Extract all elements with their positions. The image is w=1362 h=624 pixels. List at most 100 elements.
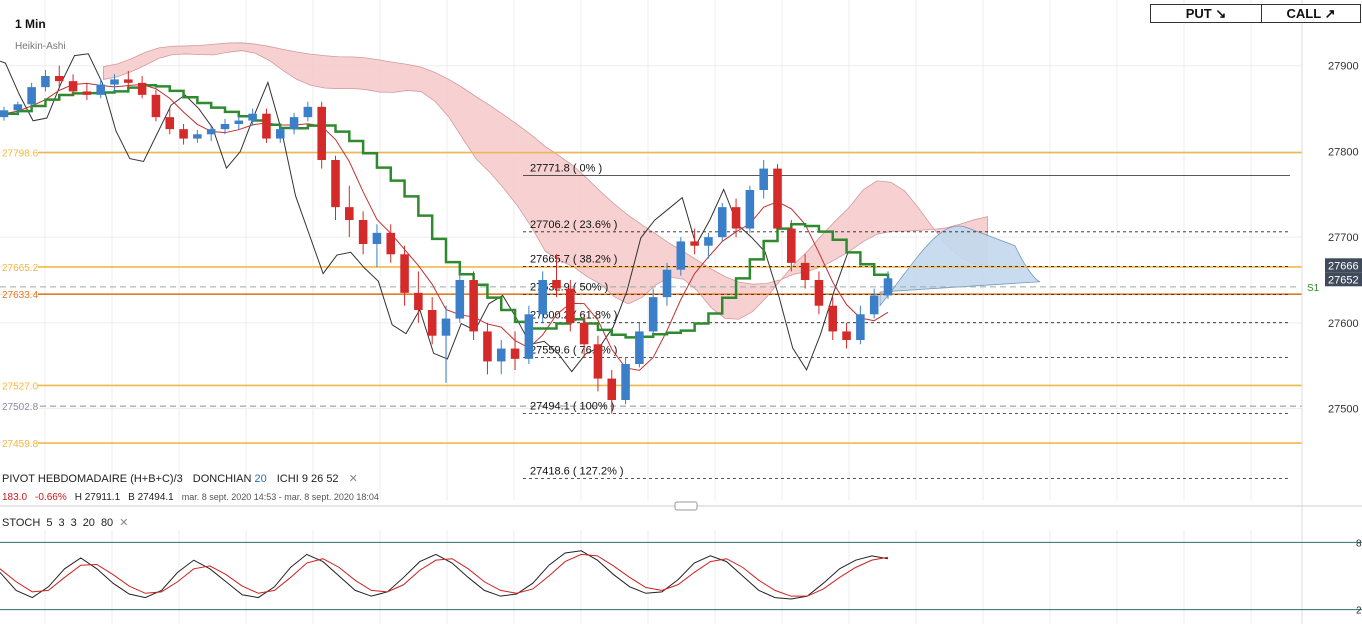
candle-body xyxy=(731,207,741,229)
stoch-name: STOCH xyxy=(2,516,41,529)
candle-body xyxy=(427,310,437,336)
candle-body xyxy=(579,322,589,345)
price-tick: 27800 xyxy=(1328,146,1359,158)
pivot-label-bg xyxy=(0,436,38,451)
candle-body xyxy=(289,117,299,130)
stoch-param-5: 80 xyxy=(100,516,114,529)
put-button[interactable]: PUT ↘ xyxy=(1150,4,1262,23)
candle-body xyxy=(41,76,50,88)
candle-body xyxy=(621,364,630,400)
candle-body xyxy=(400,254,409,293)
candle-body xyxy=(773,168,782,229)
pivot-label-bg xyxy=(0,378,38,393)
price-tick: 27500 xyxy=(1328,404,1359,416)
ichi-name: ICHI xyxy=(276,472,299,485)
candle-body xyxy=(704,237,713,246)
candle-body xyxy=(842,331,851,340)
pivot-label: 27633.4 xyxy=(2,290,39,301)
s1-label: S1 xyxy=(1307,283,1320,294)
fib-label: 27418.6 ( 127.2% ) xyxy=(530,465,624,477)
fib-label: 27771.8 ( 0% ) xyxy=(530,163,602,175)
candle-body xyxy=(787,228,796,263)
stoch-legend[interactable]: STOCH 5 3 3 20 80 ✕ xyxy=(2,516,129,530)
candle-body xyxy=(386,232,396,255)
resize-handle xyxy=(674,501,698,511)
candle-body xyxy=(193,134,202,139)
timeframe-label[interactable]: 1 Min xyxy=(15,17,46,31)
candle-body xyxy=(717,207,727,238)
candle-body xyxy=(124,79,133,83)
stoch-param-1: 5 xyxy=(46,516,53,529)
candle-body xyxy=(248,113,257,121)
chart-style-label[interactable]: Heikin-Ashi xyxy=(15,41,66,52)
high-value: H 27911.1 xyxy=(74,492,121,503)
ichi-param-3: 52 xyxy=(326,472,339,485)
donchian-indicator[interactable]: DONCHIAN 20 xyxy=(193,473,267,485)
pivot-label-bg xyxy=(0,259,38,274)
stoch-param-2: 3 xyxy=(58,516,65,529)
indicator-legend: PIVOT HEBDOMADAIRE (H+B+C)/3 DONCHIAN 20… xyxy=(2,472,358,486)
candle-body xyxy=(635,331,644,364)
candle-body xyxy=(165,117,175,130)
candle-body xyxy=(662,269,672,298)
pivot-label: 27527.0 xyxy=(2,381,39,392)
candle-body xyxy=(68,81,78,92)
candle-body xyxy=(455,280,465,319)
fib-label: 27632.9 ( 50% ) xyxy=(530,282,608,294)
stoch-k-line xyxy=(0,550,889,600)
stoch-close-icon[interactable]: ✕ xyxy=(119,517,129,529)
time-range: mar. 8 sept. 2020 14:53 - mar. 8 sept. 2… xyxy=(181,492,379,502)
candle-body xyxy=(82,91,92,95)
candle-body xyxy=(234,120,244,124)
candle-body xyxy=(441,318,451,336)
candle-body xyxy=(96,84,105,95)
close-icon[interactable]: ✕ xyxy=(348,473,358,485)
candle-body xyxy=(800,262,810,280)
candle-body xyxy=(648,297,658,332)
candle-body xyxy=(206,129,216,135)
candle-body xyxy=(676,241,686,270)
candle-body xyxy=(690,241,699,246)
fib-label: 27494.1 ( 100% ) xyxy=(530,401,614,413)
fib-label: 27665.7 ( 38.2% ) xyxy=(530,254,617,266)
pivot-label: 27665.2 xyxy=(2,263,39,274)
candle-body xyxy=(414,292,423,310)
pivot-label: 27459.8 xyxy=(2,439,39,450)
pivot-label-bg xyxy=(0,399,38,414)
stoch-param-4: 20 xyxy=(82,516,95,529)
pivot-name: PIVOT xyxy=(2,472,35,485)
pivot-label: 27502.8 xyxy=(2,402,39,413)
price-tick: 27900 xyxy=(1328,61,1359,73)
call-button[interactable]: CALL ↗ xyxy=(1261,4,1361,23)
candle-body xyxy=(607,378,617,400)
pivot-formula: (H+B+C)/3 xyxy=(130,472,183,485)
candle-body xyxy=(317,106,326,160)
ohlc-bar: 183.0 -0.66% H 27911.1 B 27494.1 mar. 8 … xyxy=(2,492,379,503)
price-badge xyxy=(1325,258,1362,273)
stoch-param-3: 3 xyxy=(70,516,77,529)
candle-body xyxy=(745,190,755,229)
candle-body xyxy=(593,344,603,379)
candle-body xyxy=(151,94,161,118)
candle-body xyxy=(814,280,824,306)
candle-body xyxy=(759,168,768,190)
fib-label: 27706.2 ( 23.6% ) xyxy=(530,219,617,231)
pivot-indicator[interactable]: PIVOT HEBDOMADAIRE (H+B+C)/3 xyxy=(2,473,183,485)
candle-body xyxy=(524,314,534,359)
stoch-tick: 8 xyxy=(1356,538,1362,549)
candle-body xyxy=(358,220,368,244)
pivot-type: HEBDOMADAIRE xyxy=(37,472,128,485)
stoch-d-line xyxy=(0,553,889,597)
candle-body xyxy=(110,79,119,85)
candle-body xyxy=(469,280,478,332)
candle-body xyxy=(496,348,506,362)
price-badge-label: 27666 xyxy=(1328,260,1359,272)
candle-body xyxy=(552,280,561,289)
ichi-indicator[interactable]: ICHI 9 26 52 xyxy=(277,473,339,485)
candle-body xyxy=(262,113,271,139)
candle-body xyxy=(828,305,838,332)
pivot-label: 27798.6 xyxy=(2,149,39,160)
candle-body xyxy=(179,129,188,139)
kijun-line xyxy=(4,83,890,339)
